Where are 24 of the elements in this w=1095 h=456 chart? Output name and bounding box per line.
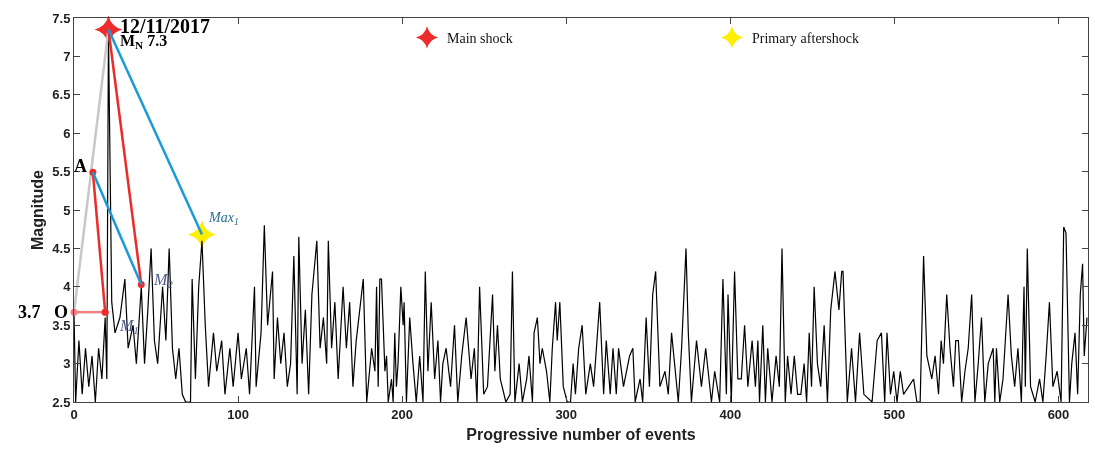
y-tick-label: 7.5 (52, 10, 71, 26)
y-tick-label: 2.5 (52, 394, 71, 410)
legend-label: Primary aftershock (752, 30, 859, 46)
annotation: Max$_{1}$ (208, 210, 239, 227)
y-tick-label: 7 (63, 48, 71, 64)
x-tick-label: 300 (555, 406, 578, 422)
x-tick-label: 200 (391, 406, 414, 422)
x-tick-label: 400 (719, 406, 742, 422)
x-tick-label: 0 (70, 406, 78, 422)
y-tick-label: 4.5 (52, 240, 71, 256)
x-axis-title: Progressive number of events (466, 426, 696, 444)
y-tick-label: 3 (63, 356, 71, 372)
annotation: A (74, 156, 87, 176)
annotation: M$_{N}$ 7.3 (120, 32, 168, 52)
y-tick-label: 4 (63, 279, 72, 295)
x-tick-label: 500 (883, 406, 906, 422)
y-tick-label: 5 (63, 202, 71, 218)
x-tick-label: 100 (227, 406, 249, 422)
y-tick-label: 5.5 (52, 164, 71, 180)
y-axis-title: Magnitude (29, 169, 47, 250)
legend-label: Main shock (447, 30, 513, 46)
y-tick-label: 6.5 (52, 87, 71, 103)
y-tick-label: 6 (63, 125, 71, 141)
x-tick-label: 600 (1047, 406, 1070, 422)
